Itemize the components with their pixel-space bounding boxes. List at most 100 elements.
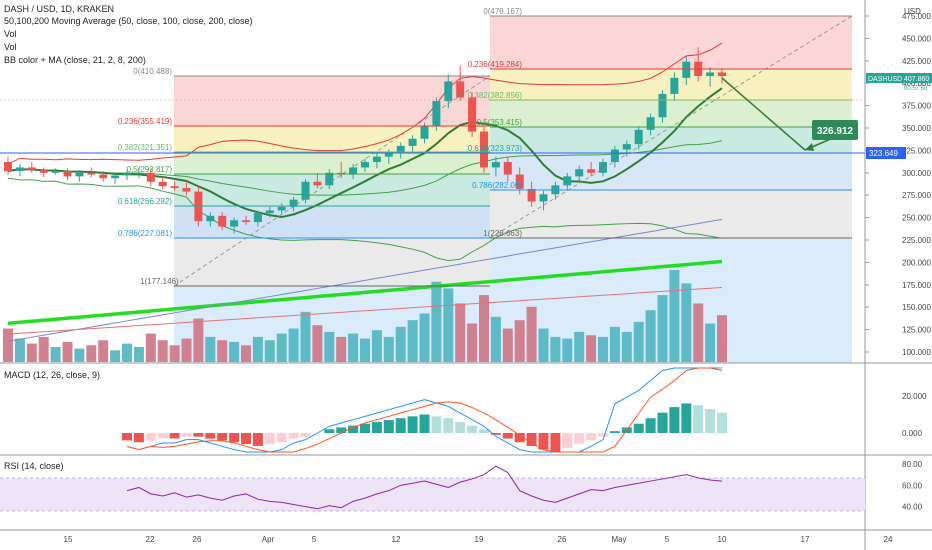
time-tick-label: 5: [312, 535, 317, 544]
time-tick-label: 12: [392, 535, 401, 544]
volume-bar: [490, 316, 501, 362]
symbol-title: DASH / USD, 1D, KRAKEN: [4, 4, 114, 14]
candle-body: [527, 188, 536, 202]
candle-body: [706, 72, 715, 77]
volume-bar: [336, 336, 347, 362]
macd-hist-bar: [241, 433, 251, 445]
fib-label: 0(410.488): [133, 67, 172, 76]
candle-body: [242, 220, 250, 223]
candle-body: [75, 172, 84, 177]
fib-trendline-1: [173, 75, 491, 287]
candle-body: [170, 186, 179, 189]
volume-bar: [562, 338, 573, 362]
macd-hist-bar: [669, 407, 680, 433]
candle-body: [265, 210, 274, 214]
symbol-tag-text: DASHUSD: [868, 76, 902, 83]
macd-hist-bar: [657, 412, 668, 433]
volume-bar: [479, 295, 489, 362]
volume-bar: [241, 345, 251, 362]
volume-bar: [455, 303, 466, 362]
price-tick-label: 275.000: [902, 191, 931, 200]
volume-bar: [681, 283, 692, 362]
candle-body: [491, 162, 500, 168]
macd-hist-bar: [276, 433, 287, 443]
time-axis[interactable]: 15 22 26 Apr 5 12 19 26 May 5 10 17 24: [64, 535, 893, 544]
volume-bar: [193, 318, 204, 362]
fib-label: 0(478.167): [483, 7, 522, 16]
time-tick-label: 24: [884, 535, 893, 544]
volume-bar: [705, 323, 716, 362]
macd-hist-bar: [252, 433, 263, 446]
volume-bar: [383, 336, 394, 362]
price-tick-label: 450.000: [902, 34, 931, 43]
price-tick-label: 100.000: [902, 348, 931, 357]
candle-body: [408, 138, 417, 146]
time-tick-label: May: [611, 535, 626, 544]
fib-label: 0.786(282.06): [472, 181, 522, 190]
macd-pane[interactable]: [122, 367, 727, 453]
candle-body: [456, 81, 465, 98]
candle-body: [646, 117, 655, 130]
candle-body: [134, 172, 143, 174]
countdown-tag: 00:57:50: [904, 86, 928, 92]
volume-bar: [431, 281, 442, 362]
volume-bar: [86, 345, 97, 362]
candle-body: [99, 174, 108, 179]
candle-body: [563, 176, 572, 186]
volume-bar: [550, 336, 561, 362]
volume-bar: [419, 313, 430, 362]
time-tick-label: 5: [665, 535, 670, 544]
volume-bar: [38, 336, 49, 362]
bb-upper-band: [7, 42, 723, 165]
volume-bar: [98, 340, 109, 362]
fib-label: 0.786(227.081): [118, 229, 173, 238]
macd-hist-bar: [455, 421, 466, 433]
macd-legend: MACD (12, 26, close, 9): [4, 370, 100, 380]
volume-bar: [657, 295, 668, 362]
time-tick-label: 26: [193, 535, 202, 544]
macd-axis: 20.000 0.000: [902, 392, 927, 438]
macd-hist-bar: [169, 433, 180, 439]
price-tick-label: 225.000: [902, 236, 931, 245]
time-tick-label: 15: [64, 535, 73, 544]
macd-hist-bar: [609, 431, 620, 433]
macd-hist-bar: [490, 433, 501, 435]
rsi-pane[interactable]: [0, 465, 865, 512]
price-tick-label: 400.000: [902, 79, 931, 88]
macd-hist-bar: [348, 425, 359, 433]
candle-body: [289, 199, 298, 207]
candle-body: [123, 173, 131, 176]
time-tick-label: 10: [718, 535, 727, 544]
candle-body: [301, 181, 310, 200]
volume-bar: [133, 346, 144, 362]
volume-bar: [526, 306, 537, 362]
candle-body: [253, 213, 262, 223]
signal-line: [126, 367, 722, 453]
candle-body: [206, 215, 215, 222]
volume-bar: [74, 348, 85, 362]
candle-body: [182, 188, 191, 192]
price-tick-label: 175.000: [902, 281, 931, 290]
candle-body: [361, 162, 369, 168]
rsi-line: [126, 465, 723, 510]
target-label: 326.912: [817, 126, 854, 137]
crosshair-price-tag: 323.649: [866, 147, 906, 159]
candle-body: [658, 93, 667, 118]
last-price-tag: 407.860: [904, 76, 929, 83]
macd-tick-label: 0.000: [902, 429, 923, 438]
macd-hist-bar: [538, 433, 549, 450]
symbol-tag: DASHUSD 407.860 00:57:50: [866, 73, 932, 92]
ma-legend: 50,100,200 Moving Average (50, close, 10…: [4, 16, 253, 26]
ma-100-line: [7, 218, 723, 342]
volume-bar: [407, 320, 418, 362]
volume-bar: [502, 328, 513, 362]
macd-hist-bar: [157, 433, 168, 439]
candle-body: [39, 170, 48, 173]
price-axis[interactable]: 475.000 450.000 425.000 400.000 375.000 350.0…: [865, 12, 931, 357]
candle-body: [396, 145, 405, 154]
bb-legend: BB color + MA (close, 21, 2, 8, 200): [4, 55, 146, 65]
candle-body: [610, 149, 619, 163]
macd-line: [126, 367, 723, 453]
price-tick-label: 375.000: [902, 102, 931, 111]
